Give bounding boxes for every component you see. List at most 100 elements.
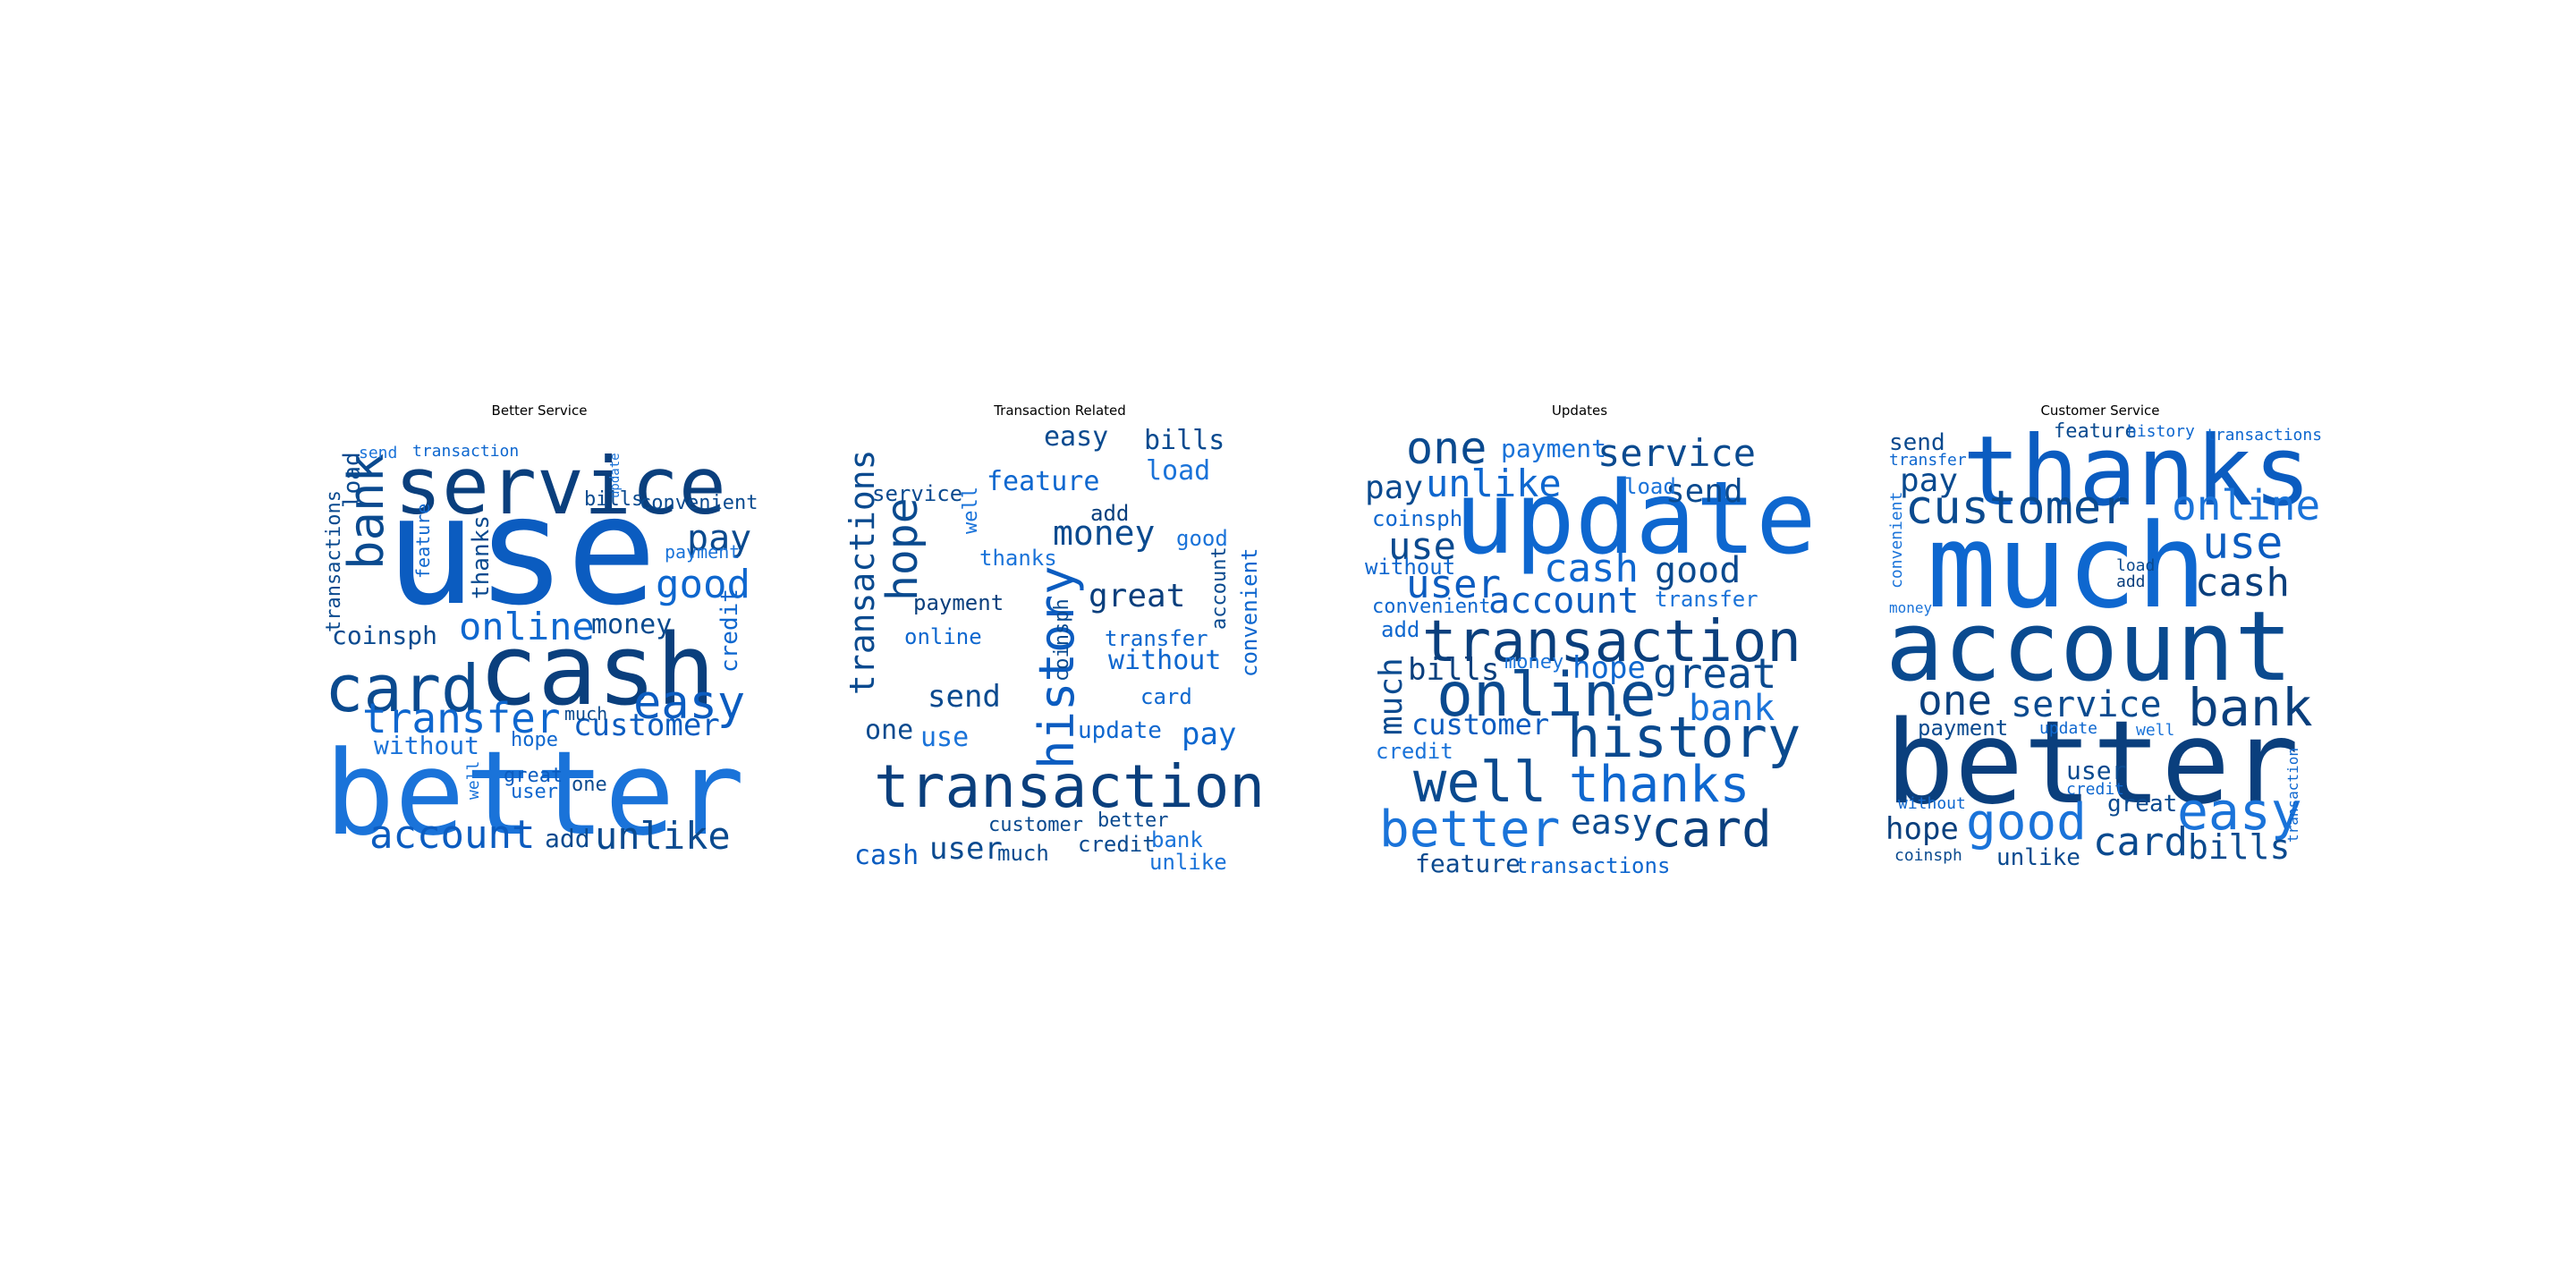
cloud-word: good — [1176, 526, 1228, 551]
cloud-word: feature — [987, 466, 1100, 497]
cloud-word: coinsph — [1372, 506, 1463, 531]
cloud-word: better — [1097, 809, 1169, 832]
cloud-word: load — [2116, 556, 2156, 575]
cloud-word: use — [920, 722, 970, 753]
cloud-word: update — [1078, 717, 1162, 744]
cloud-word: great — [2107, 791, 2178, 818]
cloud-word: update — [608, 453, 623, 498]
cloud-word: pay — [687, 518, 752, 559]
cloud-word: convenient — [640, 492, 758, 514]
cloud-word: payment — [665, 541, 741, 563]
cloud-word: without — [1898, 794, 1966, 813]
cloud-word: better — [325, 725, 745, 861]
cloud-word: money — [1889, 599, 1933, 616]
cloud-word: credit — [1078, 832, 1156, 857]
cloud-word: good — [1655, 550, 1741, 591]
cloud-word: bank — [1151, 827, 1203, 852]
cloud-word: send — [928, 679, 1001, 715]
panel-title: Customer Service — [2040, 402, 2160, 419]
cloud-word: pay — [1365, 470, 1424, 506]
cloud-word: send — [1665, 473, 1743, 510]
cloud-word: cash — [854, 840, 919, 871]
cloud-word: feature — [1415, 849, 1521, 878]
cloud-word: history — [2127, 422, 2195, 441]
cloud-word: account — [1488, 580, 1640, 622]
cloud-word: transaction — [412, 442, 520, 461]
cloud-word: well — [960, 487, 982, 534]
cloud-word: easy — [2177, 781, 2302, 842]
cloud-word: credit — [1376, 739, 1453, 764]
cloud-word: unlike — [1996, 844, 2080, 871]
panel-title: Updates — [1551, 402, 1608, 419]
cloud-word: transaction — [2284, 748, 2301, 843]
cloud-word: better — [1379, 801, 1561, 859]
cloud-word: without — [1365, 555, 1456, 580]
cloud-word: user — [511, 781, 558, 803]
cloud-word: hope — [1572, 650, 1646, 686]
cloud-word: add — [1090, 501, 1130, 526]
cloud-word: better — [1885, 697, 2300, 830]
cloud-word: bills — [2188, 827, 2291, 867]
cloud-word: payment — [1501, 434, 1607, 463]
cloud-word: online — [459, 605, 595, 648]
cloud-word: well — [2136, 721, 2175, 740]
cloud-word: payment — [1918, 716, 2009, 741]
cloud-word: hope — [1885, 811, 1959, 847]
cloud-word: bills — [1144, 425, 1225, 456]
cloud-word: send — [359, 444, 398, 462]
cloud-word: bills — [1408, 652, 1500, 688]
word-cloud: much thanks account better customer online use… — [1885, 420, 2322, 870]
cloud-word: good — [1966, 793, 2087, 852]
panel-updates: Updates update transaction online history we… — [1365, 402, 1817, 877]
cloud-word: update — [1454, 461, 1817, 577]
cloud-word: without — [1108, 645, 1222, 676]
cloud-word: card — [1651, 801, 1772, 859]
cloud-word: much — [564, 703, 608, 724]
cloud-word: convenient — [1372, 596, 1491, 618]
cloud-word: without — [374, 731, 480, 760]
cloud-word: customer — [573, 708, 720, 743]
cloud-word: unlike — [1149, 850, 1227, 875]
cloud-word: well — [1413, 750, 1547, 815]
cloud-word: thanks — [1569, 756, 1750, 814]
cloud-word: pay — [1900, 462, 1959, 499]
cloud-word: user — [2066, 756, 2127, 785]
cloud-word: cash — [479, 613, 716, 727]
cloud-word: money — [1053, 513, 1156, 553]
cloud-word: much — [1373, 657, 1410, 735]
cloud-word: account — [369, 812, 536, 858]
cloud-word: easy — [1044, 421, 1109, 453]
cloud-word: money — [1504, 651, 1564, 674]
cloud-word: service — [394, 440, 726, 532]
cloud-word: customer — [988, 814, 1083, 836]
cloud-word: feature — [2054, 420, 2137, 443]
cloud-word: coinsph — [1051, 598, 1073, 682]
cloud-word: transaction — [1422, 609, 1801, 675]
cloud-word: great — [1653, 649, 1777, 698]
cloud-word: transactions — [2206, 426, 2323, 445]
cloud-word: pay — [1182, 716, 1237, 752]
cloud-word: coinsph — [332, 621, 438, 650]
cloud-word: add — [545, 824, 590, 853]
cloud-word: one — [1918, 676, 1993, 724]
cloud-word: card — [1140, 684, 1192, 709]
cloud-word: great — [504, 765, 564, 787]
cloud-word: add — [2116, 572, 2146, 591]
cloud-word: service — [2011, 684, 2162, 725]
cloud-word: coinsph — [1894, 846, 1962, 865]
cloud-word: account — [1885, 591, 2293, 703]
cloud-word: service — [872, 481, 963, 506]
cloud-word: convenient — [1887, 491, 1906, 589]
cloud-word: easy — [633, 676, 746, 730]
cloud-word: convenient — [1237, 547, 1262, 678]
cloud-word: use — [1388, 524, 1456, 568]
cloud-word: customer — [1905, 481, 2130, 535]
cloud-word: transfer — [1655, 587, 1758, 612]
cloud-word: transfer — [362, 694, 561, 742]
cloud-word: unlike — [1426, 462, 1562, 505]
cloud-word: transfer — [1105, 626, 1208, 651]
word-cloud: use service cash better card bank transfer easy… — [323, 422, 758, 861]
cloud-word: feature — [412, 503, 434, 579]
cloud-word: transaction — [874, 752, 1266, 821]
cloud-word: transactions — [1515, 853, 1671, 878]
